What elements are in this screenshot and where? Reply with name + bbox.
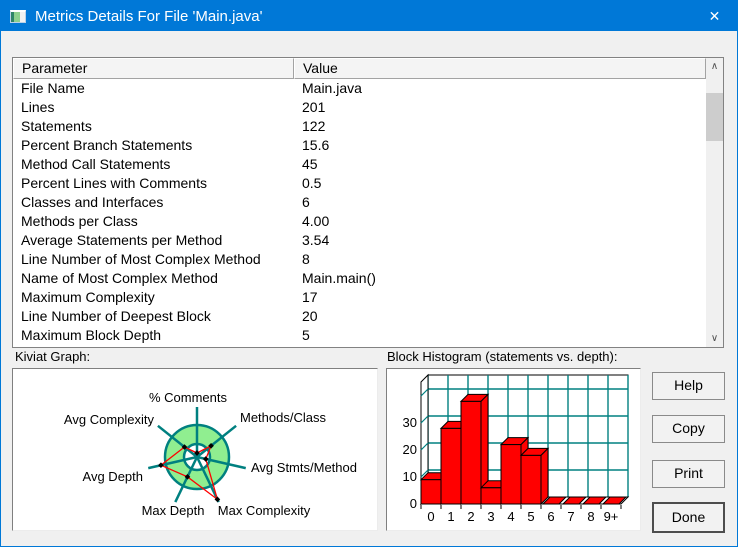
svg-text:Max Complexity: Max Complexity <box>218 503 311 518</box>
param-cell: Percent Lines with Comments <box>21 175 207 191</box>
kiviat-panel: % Comments Methods/Class Avg Stmts/Method M… <box>12 368 378 531</box>
table-row[interactable]: Percent Branch Statements 15.6 <box>13 136 706 155</box>
close-icon: ✕ <box>708 7 721 24</box>
value-cell: 20 <box>302 308 318 324</box>
svg-text:% Comments: % Comments <box>149 390 228 405</box>
param-cell: Method Call Statements <box>21 156 171 172</box>
metrics-table: Parameter Value File Name Main.java Lines 2… <box>12 57 724 348</box>
svg-text:Max Depth: Max Depth <box>142 503 205 518</box>
param-cell: Maximum Block Depth <box>21 327 162 343</box>
table-row[interactable]: Maximum Block Depth 5 <box>13 326 706 345</box>
value-cell: Main.java <box>302 80 362 96</box>
param-cell: Line Number of Most Complex Method <box>21 251 261 267</box>
titlebar: Metrics Details For File 'Main.java' ✕ <box>1 1 737 31</box>
value-cell: 0.5 <box>302 175 322 191</box>
svg-text:4: 4 <box>507 509 514 524</box>
svg-text:9+: 9+ <box>604 509 619 524</box>
svg-text:Methods/Class: Methods/Class <box>240 410 326 425</box>
chevron-down-icon: ∨ <box>710 333 719 344</box>
param-cell: Average Statements per Method <box>21 232 223 248</box>
table-row[interactable]: Percent Lines with Comments 0.5 <box>13 174 706 193</box>
scroll-down-button[interactable]: ∨ <box>706 330 723 347</box>
vertical-scrollbar[interactable]: ∧ ∨ <box>706 58 723 347</box>
table-row[interactable]: Statements 122 <box>13 117 706 136</box>
param-cell: Line Number of Deepest Block <box>21 308 211 324</box>
scrollbar-thumb[interactable] <box>706 93 723 141</box>
svg-text:1: 1 <box>447 509 454 524</box>
table-row[interactable]: File Name Main.java <box>13 79 706 98</box>
param-cell: Name of Most Complex Method <box>21 270 218 286</box>
value-cell: 3.54 <box>302 232 330 248</box>
svg-text:0: 0 <box>427 509 434 524</box>
table-row[interactable]: Classes and Interfaces 6 <box>13 193 706 212</box>
svg-text:20: 20 <box>403 442 417 457</box>
table-body: File Name Main.java Lines 201 Statements 122 P… <box>13 79 706 347</box>
param-cell: Statements <box>21 118 92 134</box>
value-cell: Main.main() <box>302 270 376 286</box>
svg-text:8: 8 <box>587 509 594 524</box>
done-button[interactable]: Done <box>652 502 725 533</box>
value-cell: 4.00 <box>302 213 330 229</box>
value-cell: 122 <box>302 118 326 134</box>
svg-text:7: 7 <box>567 509 574 524</box>
table-row[interactable]: Maximum Complexity 17 <box>13 288 706 307</box>
histogram-panel: 0 1 2 3 4 5 6 7 8 9+ 0 10 20 30 <box>386 368 641 531</box>
close-button[interactable]: ✕ <box>692 1 737 31</box>
param-cell: Percent Branch Statements <box>21 137 193 153</box>
svg-text:Avg Stmts/Method: Avg Stmts/Method <box>251 460 357 475</box>
help-button[interactable]: Help <box>652 372 725 400</box>
table-row[interactable]: Average Statements per Method 3.54 <box>13 231 706 250</box>
copy-button[interactable]: Copy <box>652 415 725 443</box>
table-row[interactable]: Lines 201 <box>13 98 706 117</box>
value-cell: 17 <box>302 289 318 305</box>
table-row[interactable]: Line Number of Most Complex Method 8 <box>13 250 706 269</box>
kiviat-label: Kiviat Graph: <box>15 349 91 364</box>
param-cell: Lines <box>21 99 55 115</box>
chevron-up-icon: ∧ <box>710 61 719 72</box>
value-cell: 8 <box>302 251 310 267</box>
param-cell: Maximum Complexity <box>21 289 155 305</box>
value-cell: 6 <box>302 194 310 210</box>
table-row[interactable]: Line Number of Deepest Block 20 <box>13 307 706 326</box>
value-cell: 5 <box>302 327 310 343</box>
svg-text:Avg Depth: Avg Depth <box>83 469 143 484</box>
app-icon <box>10 9 26 23</box>
svg-text:30: 30 <box>403 415 417 430</box>
kiviat-graph: % Comments Methods/Class Avg Stmts/Method M… <box>64 390 357 518</box>
svg-text:Avg Complexity: Avg Complexity <box>64 412 155 427</box>
svg-text:3: 3 <box>487 509 494 524</box>
value-cell: 15.6 <box>302 137 330 153</box>
param-cell: File Name <box>21 80 85 96</box>
svg-text:2: 2 <box>467 509 474 524</box>
param-cell: Methods per Class <box>21 213 138 229</box>
value-cell: 201 <box>302 99 326 115</box>
table-row[interactable]: Methods per Class 4.00 <box>13 212 706 231</box>
svg-text:10: 10 <box>403 469 417 484</box>
table-header: Parameter Value <box>13 58 706 79</box>
header-cell-value[interactable]: Value <box>294 58 706 79</box>
svg-text:0: 0 <box>410 496 417 511</box>
print-button[interactable]: Print <box>652 460 725 488</box>
svg-text:5: 5 <box>527 509 534 524</box>
scroll-up-button[interactable]: ∧ <box>706 58 723 75</box>
svg-text:6: 6 <box>547 509 554 524</box>
table-row[interactable]: Name of Most Complex Method Main.main() <box>13 269 706 288</box>
header-cell-parameter[interactable]: Parameter <box>13 58 294 79</box>
histogram-label: Block Histogram (statements vs. depth): <box>387 349 618 364</box>
table-row[interactable]: Method Call Statements 45 <box>13 155 706 174</box>
value-cell: 45 <box>302 156 318 172</box>
window-title: Metrics Details For File 'Main.java' <box>35 7 263 25</box>
param-cell: Classes and Interfaces <box>21 194 164 210</box>
